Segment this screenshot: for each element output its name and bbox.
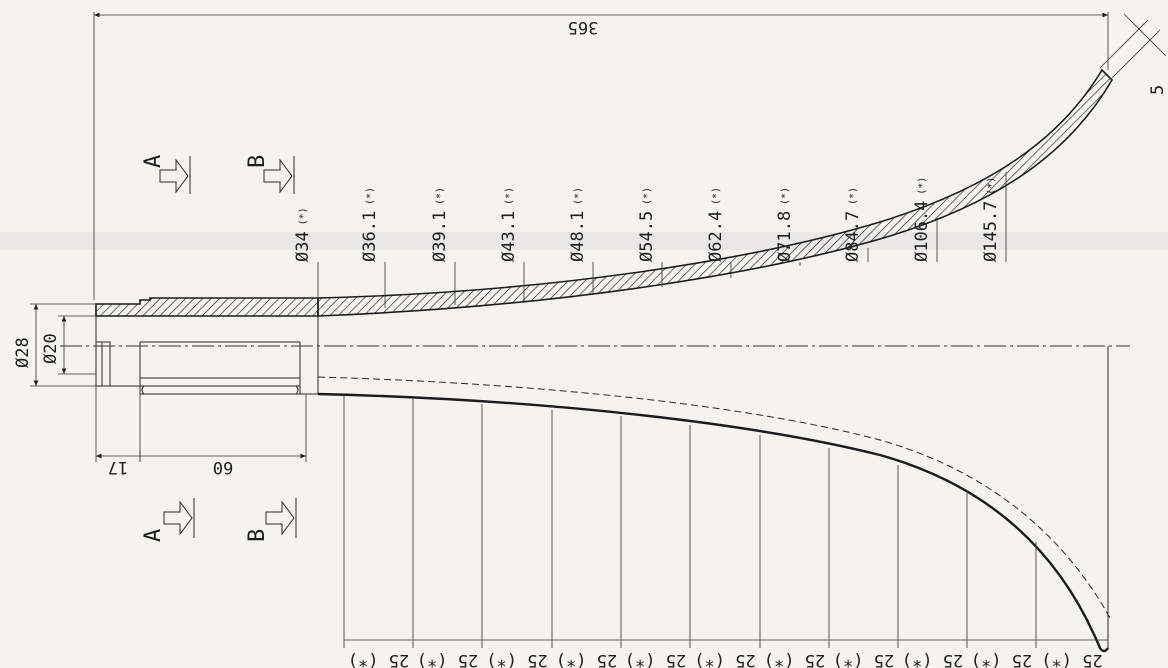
diameter-star-9: (*) xyxy=(848,187,859,205)
pitch-label-5: 25 (*) xyxy=(625,650,686,668)
pitch-label-9: 25 (*) xyxy=(902,650,963,668)
diameter-star-5: (*) xyxy=(573,187,584,205)
flare-lower-outline xyxy=(317,346,1111,653)
section-marker-b-bottom: B xyxy=(245,498,297,542)
shank-bore-diameter-label: Ø20 xyxy=(41,333,61,364)
section-marker-b-top: B xyxy=(245,155,295,194)
diameter-star-1: (*) xyxy=(298,207,309,225)
pitch-dimensions: 25 (*) 25 (*) 25 (*) 25 (*) 25 (*) 25 (*) 25 (… xyxy=(343,396,1109,668)
diameter-label-5: Ø48.1 xyxy=(568,211,588,262)
diameter-star-2: (*) xyxy=(365,187,376,205)
pitch-label-10: 25 (*) xyxy=(971,650,1032,668)
diameter-star-8: (*) xyxy=(780,187,791,205)
flare-thickness-label: 5 xyxy=(1148,85,1168,95)
section-marker-a-top: A xyxy=(141,155,191,194)
diameter-callouts: Ø34 (*) Ø36.1 (*) Ø39.1 (*) Ø43.1 (*) Ø48.1 (*) Ø5… xyxy=(293,172,1007,310)
diameter-label-8: Ø71.8 xyxy=(775,211,795,262)
overall-length-label: 365 xyxy=(568,17,599,37)
pitch-label-6: 25 (*) xyxy=(694,650,755,668)
diameter-label-4: Ø43.1 xyxy=(499,211,519,262)
shank-length-17-label: 17 xyxy=(108,457,128,477)
pitch-label-4: 25 (*) xyxy=(556,650,617,668)
diameter-star-6: (*) xyxy=(642,187,653,205)
shank-outer-diameter-label: Ø28 xyxy=(13,337,33,368)
pitch-label-1: 25 (*) xyxy=(348,650,409,668)
overall-length-dimension: 365 xyxy=(93,12,1109,300)
diameter-label-11: Ø145.7 xyxy=(981,201,1001,262)
diameter-star-4: (*) xyxy=(504,187,515,205)
svg-text:A: A xyxy=(141,155,166,168)
diameter-star-3: (*) xyxy=(435,187,446,205)
diameter-label-7: Ø62.4 xyxy=(706,211,726,262)
diameter-star-10: (*) xyxy=(917,177,928,195)
pitch-label-11: 25 (*) xyxy=(1041,650,1102,668)
flare-thickness-dimension: 5 xyxy=(1099,13,1168,95)
shank-lower-view xyxy=(95,316,319,395)
diameter-star-7: (*) xyxy=(711,187,722,205)
shank-length-60-label: 60 xyxy=(213,457,233,477)
diameter-label-1: Ø34 xyxy=(293,231,313,262)
diameter-star-11: (*) xyxy=(986,177,997,195)
diameter-label-2: Ø36.1 xyxy=(360,211,380,262)
svg-text:B: B xyxy=(245,155,270,168)
shank-upper-section xyxy=(95,297,319,317)
diameter-label-9: Ø84.7 xyxy=(843,211,863,262)
shank-diameter-dimensions: Ø28 Ø20 xyxy=(13,303,96,387)
pitch-label-2: 25 (*) xyxy=(417,650,478,668)
shank-length-dimensions: 17 60 xyxy=(95,386,307,477)
flare-wall-section xyxy=(317,68,1114,317)
section-marker-a-bottom: A xyxy=(141,498,195,542)
pitch-label-7: 25 (*) xyxy=(764,650,825,668)
diameter-label-10: Ø106.4 xyxy=(912,201,932,262)
pitch-label-3: 25 (*) xyxy=(486,650,547,668)
pitch-label-8: 25 (*) xyxy=(833,650,894,668)
diameter-label-6: Ø54.5 xyxy=(637,211,657,262)
diameter-label-3: Ø39.1 xyxy=(430,211,450,262)
svg-text:B: B xyxy=(245,529,270,542)
svg-text:A: A xyxy=(141,529,166,542)
